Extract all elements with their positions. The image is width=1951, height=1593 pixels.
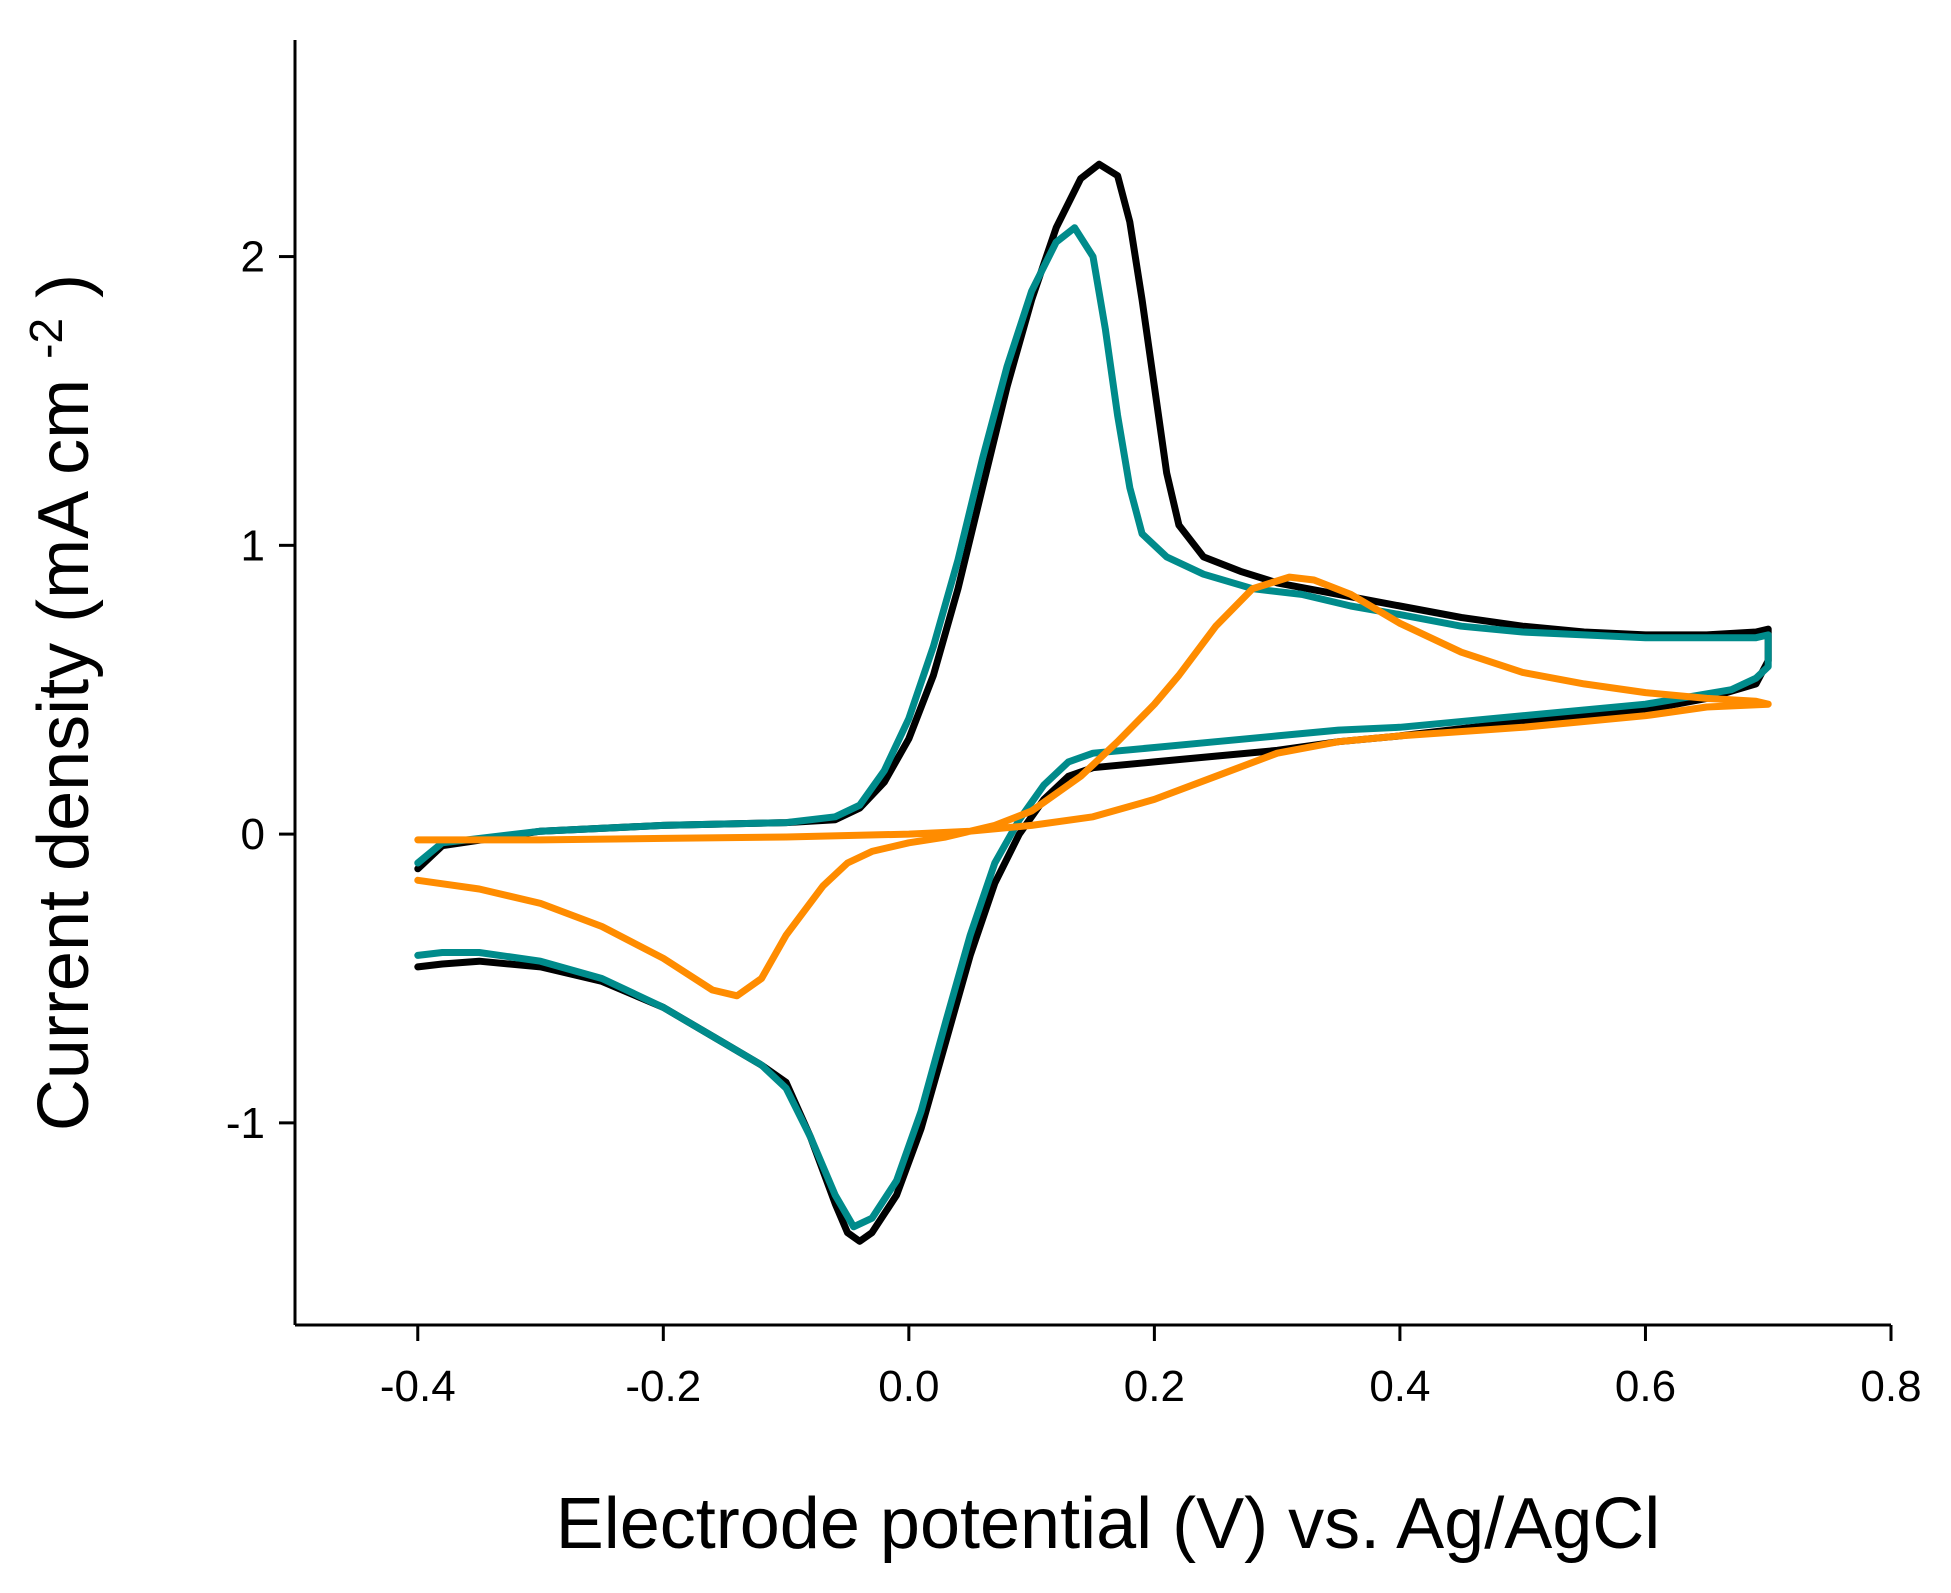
x-tick-label: 0.0 xyxy=(878,1362,939,1411)
x-tick-label: -0.4 xyxy=(380,1362,456,1411)
x-tick-label: 0.8 xyxy=(1860,1362,1921,1411)
y-axis-title: Current density (mA cm -2 ) xyxy=(0,274,104,1131)
axes xyxy=(293,40,1891,1327)
series-layer xyxy=(414,160,1772,1245)
x-tick-label: 0.6 xyxy=(1615,1362,1676,1411)
series-line-3 xyxy=(414,573,1772,1000)
x-tick-label: -0.2 xyxy=(625,1362,701,1411)
y-tick-label: 2 xyxy=(241,233,265,282)
y-axis-title-main: Current density (mA cm xyxy=(24,379,104,1131)
x-ticks: -0.4 -0.2 0.0 0.2 0.4 0.6 0.8 xyxy=(380,1325,1922,1411)
y-tick-label: 0 xyxy=(241,810,265,859)
y-tick-label: 1 xyxy=(241,521,265,570)
x-axis-title: Electrode potential (V) vs. Ag/AgCl xyxy=(556,1484,1661,1564)
y-ticks: -1 0 1 2 xyxy=(226,233,295,1148)
y-tick-label: -1 xyxy=(226,1099,265,1148)
y-axis-title-superscript: -2 xyxy=(20,318,72,359)
x-tick-label: 0.2 xyxy=(1124,1362,1185,1411)
series-line-2 xyxy=(414,224,1772,1231)
x-tick-label: 0.4 xyxy=(1369,1362,1430,1411)
y-axis-title-close: ) xyxy=(24,274,104,298)
series-line-1 xyxy=(414,160,1772,1245)
